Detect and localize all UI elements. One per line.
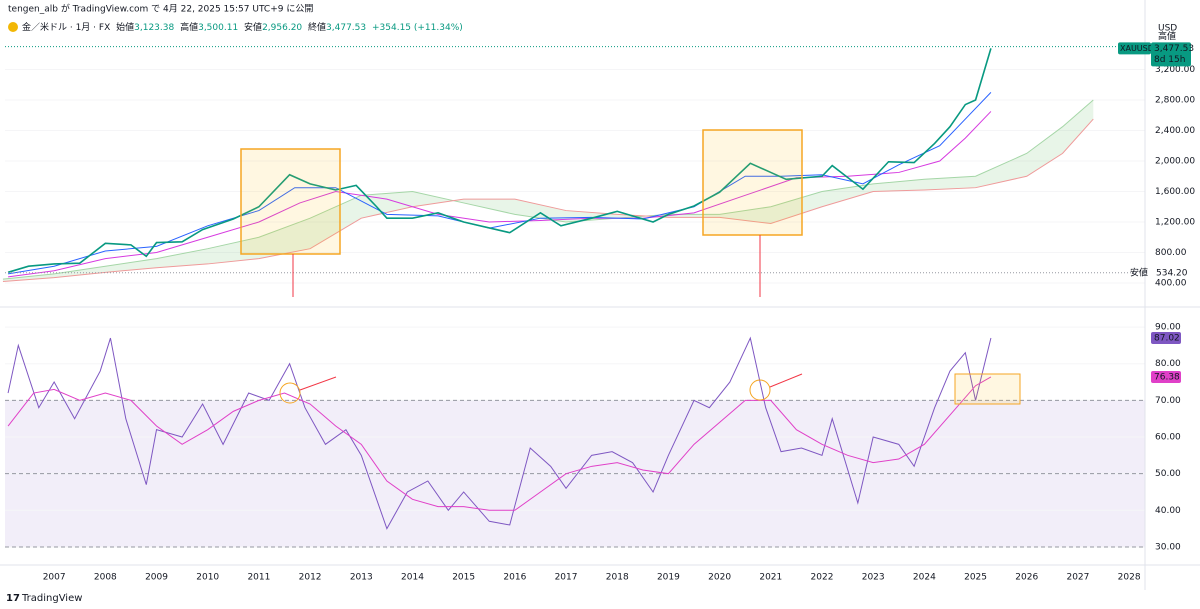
x-tick-label: 2016 [503,573,526,583]
y-tick-label: 1,600.00 [1155,187,1195,197]
series-line [7,336,992,530]
last-value-tag [1151,370,1181,383]
ohlc-label: 始値 [116,21,134,33]
x-tick-label: 2025 [964,573,987,583]
x-tick-label: 2009 [145,573,168,583]
y-tick-label: 60.00 [1155,433,1181,443]
x-tick-label: 2028 [1118,573,1141,583]
x-tick-label: 2021 [759,573,782,583]
x-tick-label: 2010 [196,573,219,583]
y-tick-label: 90.00 [1155,323,1181,333]
publisher: tengen_alb が TradingView.com で 4月 22, 20… [8,3,313,15]
x-tick-label: 2027 [1066,573,1089,583]
ohlc-value: 3,500.11 [198,23,238,33]
x-tick-label: 2017 [555,573,578,583]
x-tick-label: 2024 [913,573,936,583]
series-line [7,48,992,274]
x-tick-label: 2014 [401,573,424,583]
y-tick-label: 80.00 [1155,359,1181,369]
x-tick-label: 2011 [247,573,270,583]
currency: USD [1158,24,1177,34]
highlight-circle [279,382,301,404]
x-tick-label: 2018 [606,573,629,583]
y-tick-label: 1,200.00 [1155,218,1195,228]
brand: TradingView [21,593,82,604]
low-value: 534.20 [1156,268,1188,278]
y-tick-label: 40.00 [1155,506,1181,516]
x-tick-label: 2015 [452,573,475,583]
y-tick-label: 400.00 [1155,278,1187,288]
symbol-icon [8,22,18,32]
x-tick-label: 2013 [350,573,373,583]
highlight-box [702,129,803,236]
x-tick-label: 2026 [1015,573,1038,583]
symbol-tag [1118,42,1151,55]
brand-logo: 𝟭𝟳 [6,593,20,604]
ohlc-label: 高値 [180,21,198,33]
countdown: 8d 15h [1154,55,1185,65]
ohlc-label: 安値 [244,21,262,33]
highlight-box [954,373,1021,405]
y-tick-label: 70.00 [1155,396,1181,406]
y-tick-label: 2,800.00 [1155,96,1195,106]
last-value-label: 76.38 [1154,372,1180,382]
y-tick-label: 30.00 [1155,542,1181,552]
ohlc-label: 終値 [308,21,326,33]
cloud-fill [2,100,1094,282]
ohlc-value: 3,477.53 [326,23,366,33]
change: +354.15 (+11.34%) [372,23,463,33]
series-line [2,118,1094,282]
symbol-label: XAUUSD [1120,44,1154,53]
header-ohlc: 金／米ドル · 1月 · FX 始値3,123.38 高値3,500.11 安値… [22,21,463,33]
series-line [8,111,992,278]
x-tick-label: 2019 [657,573,680,583]
arrow [299,376,337,391]
last-value-label: 87.02 [1154,334,1180,344]
x-tick-label: 2008 [94,573,117,583]
y-tick-label: 2,000.00 [1155,157,1195,167]
x-tick-label: 2020 [708,573,731,583]
y-tick-label: 2,400.00 [1155,126,1195,136]
last-value-tag [1151,332,1181,345]
y-tick-label: 3,200.00 [1155,65,1195,75]
last-price-label: 3,477.53 [1154,44,1194,54]
series-line [2,99,1094,280]
low-label: 安値 [1130,266,1148,278]
ohlc-value: 3,123.38 [134,23,174,33]
highlight-circle [749,379,771,401]
symbol: 金／米ドル · 1月 · FX [22,21,110,33]
x-tick-label: 2022 [811,573,834,583]
high-label: 高値 [1158,30,1176,42]
last-price-tag [1151,42,1191,67]
ohlc-value: 2,956.20 [262,23,302,33]
y-tick-label: 50.00 [1155,469,1181,479]
series-line [7,376,992,511]
x-tick-label: 2007 [43,573,66,583]
x-tick-label: 2012 [299,573,322,583]
highlight-box [240,148,341,255]
x-tick-label: 2023 [862,573,885,583]
arrow [769,373,803,388]
y-tick-label: 800.00 [1155,248,1187,258]
